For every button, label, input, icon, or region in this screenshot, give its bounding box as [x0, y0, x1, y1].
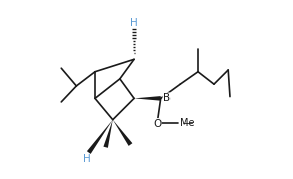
Polygon shape: [103, 120, 113, 148]
Text: Me: Me: [180, 118, 195, 128]
Text: O: O: [153, 119, 161, 129]
Text: H: H: [83, 154, 91, 164]
Polygon shape: [87, 120, 113, 154]
Text: H: H: [130, 18, 138, 28]
Text: —: —: [183, 118, 193, 128]
Polygon shape: [113, 120, 132, 146]
Polygon shape: [134, 96, 161, 101]
Text: O: O: [153, 118, 161, 128]
Text: B: B: [163, 93, 170, 103]
Text: B: B: [164, 93, 171, 103]
